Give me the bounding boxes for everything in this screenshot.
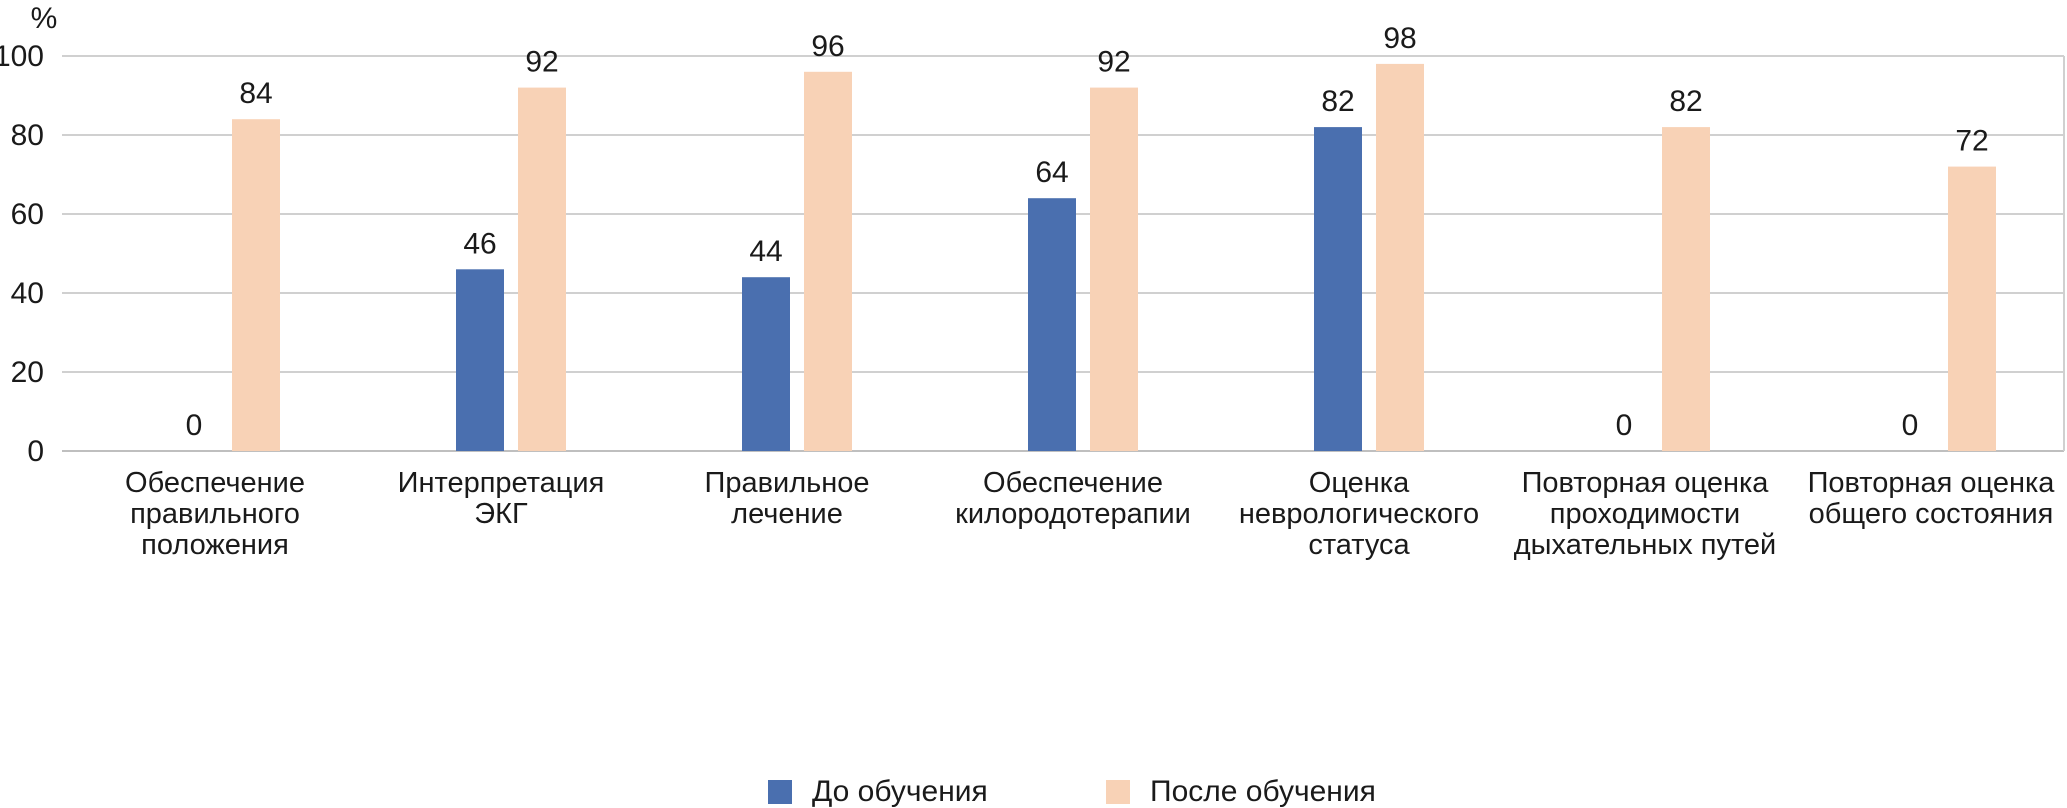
legend-label: До обучения [812, 775, 988, 808]
category-label: Повторная оценка [1522, 467, 1770, 499]
bar-after [1662, 127, 1710, 451]
y-tick-label: 0 [27, 435, 44, 468]
category-label: Оценка [1309, 467, 1410, 499]
data-label: 0 [186, 409, 203, 442]
category-label: неврологического [1239, 498, 1479, 530]
y-tick-label: 20 [11, 356, 44, 389]
data-label: 92 [1097, 46, 1130, 79]
category-label: Повторная оценка [1808, 467, 2056, 499]
category-label: лечение [731, 498, 843, 530]
data-label: 64 [1035, 156, 1068, 189]
bar-before [456, 269, 504, 451]
data-label: 72 [1955, 125, 1988, 158]
y-tick-label: 80 [11, 119, 44, 152]
category-label: Обеспечение [125, 467, 305, 499]
bar-after [1090, 87, 1138, 451]
category-label: Обеспечение [983, 467, 1163, 499]
category-label: Интерпретация [398, 467, 605, 499]
category-label: килородотерапии [955, 498, 1191, 530]
category-label: проходимости [1550, 498, 1740, 530]
legend-label: После обучения [1150, 775, 1376, 808]
bar-after [1948, 166, 1996, 451]
data-label: 92 [525, 46, 558, 79]
category-labels: ОбеспечениеправильногоположенияИнтерпрет… [125, 467, 2055, 561]
category-label: общего состояния [1809, 498, 2054, 530]
data-labels: 0 84 46 92 44 96 64 92 82 98 0 82 0 72 [186, 22, 1989, 442]
category-label: статуса [1308, 529, 1410, 561]
bar-after [232, 119, 280, 451]
data-label: 46 [463, 227, 496, 260]
y-tick-label: 100 [0, 40, 44, 73]
data-label: 84 [239, 77, 272, 110]
category-label: дыхательных путей [1514, 529, 1777, 561]
data-label: 0 [1616, 409, 1633, 442]
bar-after [804, 71, 852, 452]
category-label: правильного [130, 498, 300, 530]
bar-before [1314, 127, 1362, 451]
data-label: 82 [1321, 85, 1354, 118]
legend: До обучения После обучения [768, 775, 1376, 808]
category-label: Правильное [704, 467, 869, 499]
bar-before [1028, 198, 1076, 451]
data-label: 82 [1669, 85, 1702, 118]
legend-swatch [768, 780, 792, 804]
y-tick-label: 60 [11, 198, 44, 231]
data-label: 44 [749, 235, 782, 268]
legend-swatch [1106, 780, 1130, 804]
data-label: 98 [1383, 22, 1416, 55]
bar-after [1376, 63, 1424, 452]
bar-before [742, 277, 790, 451]
bars [232, 63, 1996, 452]
data-label: 0 [1902, 409, 1919, 442]
y-tick-label: 40 [11, 277, 44, 310]
y-axis-unit-label: % [31, 2, 58, 35]
category-label: положения [141, 529, 289, 561]
bar-after [518, 87, 566, 451]
y-axis-ticks: 0 20 40 60 80 100 [0, 40, 44, 468]
data-label: 96 [811, 30, 844, 63]
category-label: ЭКГ [474, 498, 528, 530]
